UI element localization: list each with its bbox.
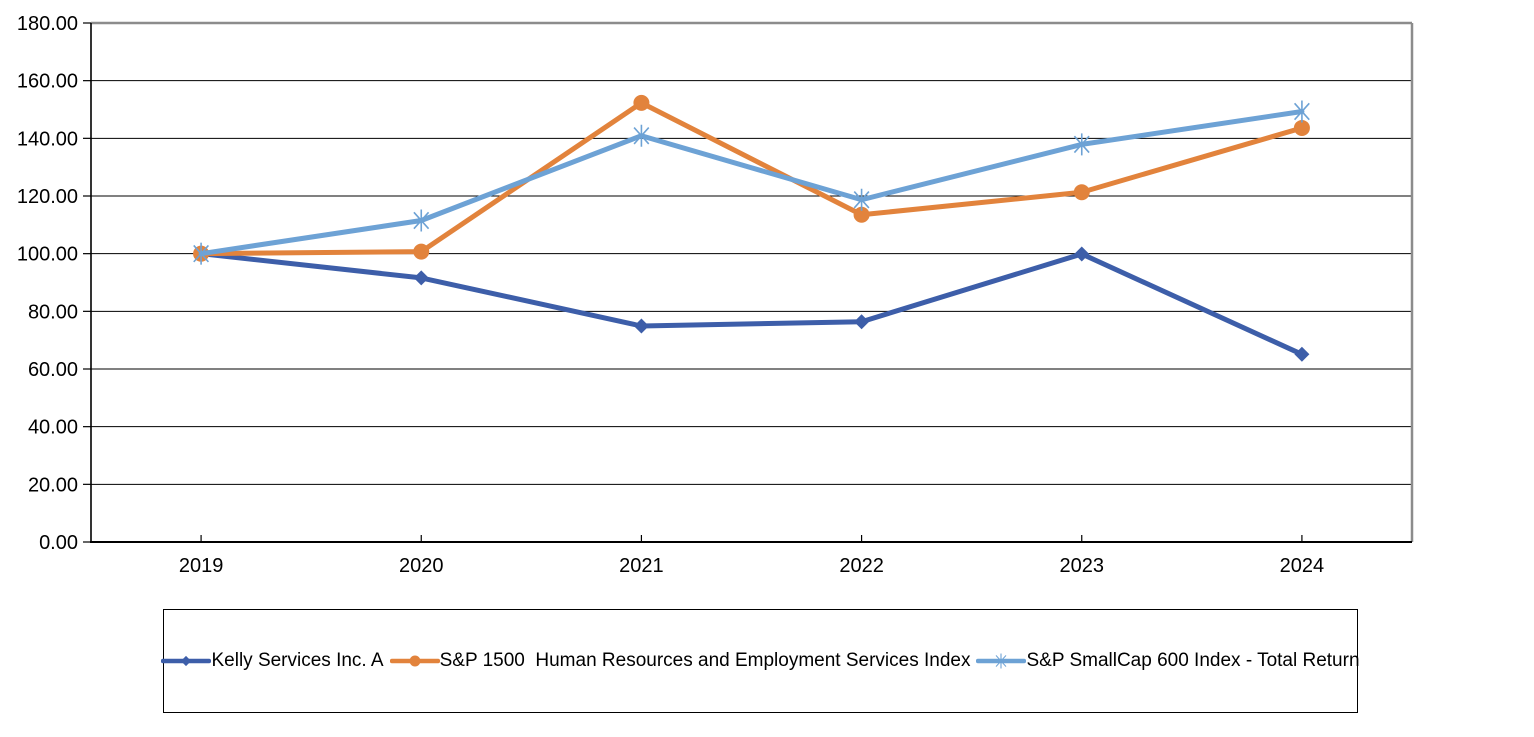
star-marker-icon (1073, 133, 1090, 156)
x-axis-tick-label: 2023 (1060, 555, 1105, 577)
legend-item: S&P 1500 Human Resources and Employment … (389, 649, 971, 672)
y-axis-tick-label: 120.00 (17, 186, 78, 208)
legend-star-swatch-icon (976, 653, 1027, 669)
star-marker-icon (996, 653, 1007, 669)
x-axis-tick-label: 2022 (839, 555, 884, 577)
diamond-marker-icon (633, 318, 649, 334)
circle-marker-icon (409, 655, 421, 667)
circle-marker-icon (853, 206, 870, 223)
circle-marker-icon (1073, 184, 1090, 201)
star-marker-icon (633, 124, 650, 147)
star-marker-icon (193, 242, 210, 265)
x-axis-tick-label: 2020 (399, 555, 444, 577)
series-line-2 (198, 100, 1305, 257)
x-axis-tick-label: 2024 (1280, 555, 1325, 577)
y-axis-tick-label: 40.00 (28, 417, 78, 439)
legend-diamond-swatch-icon (161, 655, 212, 667)
diamond-marker-icon (181, 655, 192, 667)
y-axis-tick-label: 20.00 (28, 474, 78, 496)
y-axis-tick-label: 180.00 (17, 13, 78, 35)
legend-item: S&P SmallCap 600 Index - Total Return (976, 649, 1360, 672)
x-axis-tick-label: 2021 (619, 555, 664, 577)
diamond-marker-icon (413, 270, 429, 286)
star-marker-icon (853, 188, 870, 211)
legend-item: Kelly Services Inc. A (161, 649, 384, 672)
y-axis-tick-label: 140.00 (17, 128, 78, 150)
legend-circle-swatch-icon (389, 655, 440, 667)
y-axis-tick-label: 160.00 (17, 71, 78, 93)
y-axis-tick-label: 100.00 (17, 244, 78, 266)
series-line-1 (198, 251, 1305, 357)
series-line-3 (198, 109, 1305, 257)
circle-marker-icon (413, 243, 430, 260)
y-axis-tick-label: 80.00 (28, 301, 78, 323)
diamond-marker-icon (1074, 246, 1090, 262)
diamond-marker-icon (854, 314, 870, 330)
star-marker-icon (1293, 100, 1310, 123)
circle-marker-icon (1293, 119, 1310, 136)
legend-label: S&P SmallCap 600 Index - Total Return (1026, 649, 1360, 671)
chart-legend: Kelly Services Inc. A S&P 1500 Human Reso… (161, 609, 1360, 713)
x-axis-tick-label: 2019 (179, 555, 224, 577)
y-axis-tick-label: 0.00 (39, 532, 78, 554)
legend-label: Kelly Services Inc. A (211, 649, 384, 671)
circle-marker-icon (633, 94, 650, 111)
star-marker-icon (413, 209, 430, 232)
diamond-marker-icon (1294, 346, 1310, 362)
legend-label: S&P 1500 Human Resources and Employment … (439, 649, 971, 671)
y-axis-tick-label: 60.00 (28, 359, 78, 381)
